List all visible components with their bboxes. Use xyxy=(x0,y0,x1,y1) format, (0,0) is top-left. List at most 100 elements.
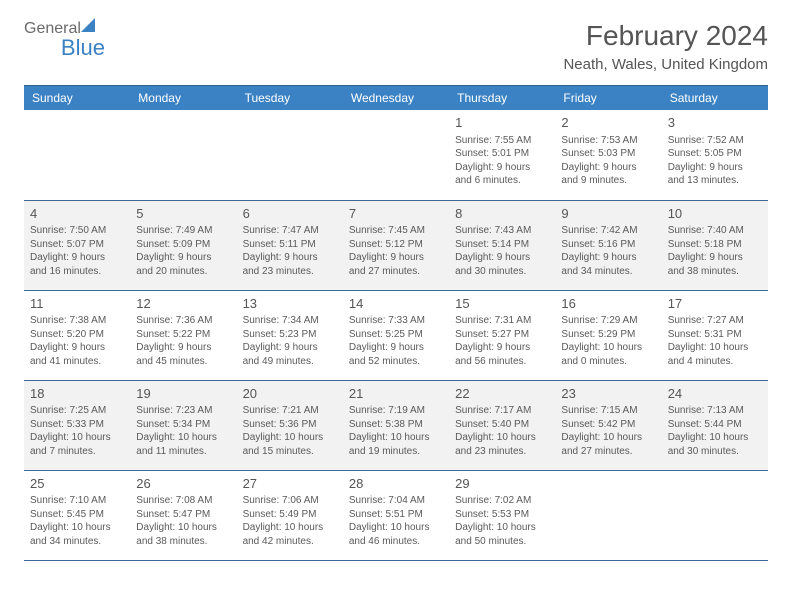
sunrise-text: Sunrise: 7:15 AM xyxy=(561,404,655,418)
daylight-text: Daylight: 9 hours and 23 minutes. xyxy=(243,251,337,278)
daylight-text: Daylight: 10 hours and 50 minutes. xyxy=(455,521,549,548)
calendar-day-cell xyxy=(343,110,449,200)
daylight-text: Daylight: 9 hours and 45 minutes. xyxy=(136,341,230,368)
calendar-day-cell: 10Sunrise: 7:40 AMSunset: 5:18 PMDayligh… xyxy=(662,200,768,290)
sunrise-text: Sunrise: 7:34 AM xyxy=(243,314,337,328)
weekday-header: Tuesday xyxy=(237,86,343,111)
daylight-text: Daylight: 9 hours and 16 minutes. xyxy=(30,251,124,278)
day-number: 1 xyxy=(455,114,549,132)
weekday-header: Sunday xyxy=(24,86,130,111)
calendar-header-row: SundayMondayTuesdayWednesdayThursdayFrid… xyxy=(24,86,768,111)
calendar-day-cell: 2Sunrise: 7:53 AMSunset: 5:03 PMDaylight… xyxy=(555,110,661,200)
sunrise-text: Sunrise: 7:02 AM xyxy=(455,494,549,508)
day-number: 3 xyxy=(668,114,762,132)
day-number: 16 xyxy=(561,295,655,313)
sunrise-text: Sunrise: 7:50 AM xyxy=(30,224,124,238)
sunrise-text: Sunrise: 7:33 AM xyxy=(349,314,443,328)
daylight-text: Daylight: 10 hours and 42 minutes. xyxy=(243,521,337,548)
calendar-day-cell: 24Sunrise: 7:13 AMSunset: 5:44 PMDayligh… xyxy=(662,380,768,470)
calendar-day-cell: 26Sunrise: 7:08 AMSunset: 5:47 PMDayligh… xyxy=(130,470,236,560)
day-number: 20 xyxy=(243,385,337,403)
daylight-text: Daylight: 9 hours and 9 minutes. xyxy=(561,161,655,188)
title-block: February 2024 Neath, Wales, United Kingd… xyxy=(563,20,768,73)
daylight-text: Daylight: 9 hours and 56 minutes. xyxy=(455,341,549,368)
day-number: 17 xyxy=(668,295,762,313)
weekday-header: Monday xyxy=(130,86,236,111)
calendar-day-cell xyxy=(555,470,661,560)
calendar-day-cell: 9Sunrise: 7:42 AMSunset: 5:16 PMDaylight… xyxy=(555,200,661,290)
daylight-text: Daylight: 9 hours and 30 minutes. xyxy=(455,251,549,278)
sunset-text: Sunset: 5:03 PM xyxy=(561,147,655,161)
sunset-text: Sunset: 5:47 PM xyxy=(136,508,230,522)
calendar-day-cell: 28Sunrise: 7:04 AMSunset: 5:51 PMDayligh… xyxy=(343,470,449,560)
sunset-text: Sunset: 5:44 PM xyxy=(668,418,762,432)
sunrise-text: Sunrise: 7:21 AM xyxy=(243,404,337,418)
daylight-text: Daylight: 9 hours and 20 minutes. xyxy=(136,251,230,278)
day-number: 13 xyxy=(243,295,337,313)
sunset-text: Sunset: 5:29 PM xyxy=(561,328,655,342)
daylight-text: Daylight: 10 hours and 11 minutes. xyxy=(136,431,230,458)
sunrise-text: Sunrise: 7:13 AM xyxy=(668,404,762,418)
sunrise-text: Sunrise: 7:29 AM xyxy=(561,314,655,328)
daylight-text: Daylight: 9 hours and 6 minutes. xyxy=(455,161,549,188)
daylight-text: Daylight: 10 hours and 34 minutes. xyxy=(30,521,124,548)
brand-text-2: Blue xyxy=(61,35,105,61)
sunset-text: Sunset: 5:49 PM xyxy=(243,508,337,522)
sunset-text: Sunset: 5:07 PM xyxy=(30,238,124,252)
day-number: 24 xyxy=(668,385,762,403)
sunrise-text: Sunrise: 7:23 AM xyxy=(136,404,230,418)
calendar-day-cell: 22Sunrise: 7:17 AMSunset: 5:40 PMDayligh… xyxy=(449,380,555,470)
month-title: February 2024 xyxy=(563,20,768,52)
sunset-text: Sunset: 5:36 PM xyxy=(243,418,337,432)
calendar-day-cell: 3Sunrise: 7:52 AMSunset: 5:05 PMDaylight… xyxy=(662,110,768,200)
calendar-day-cell xyxy=(237,110,343,200)
day-number: 14 xyxy=(349,295,443,313)
day-number: 15 xyxy=(455,295,549,313)
sunset-text: Sunset: 5:05 PM xyxy=(668,147,762,161)
day-number: 25 xyxy=(30,475,124,493)
weekday-header: Friday xyxy=(555,86,661,111)
day-number: 21 xyxy=(349,385,443,403)
daylight-text: Daylight: 10 hours and 46 minutes. xyxy=(349,521,443,548)
sunrise-text: Sunrise: 7:40 AM xyxy=(668,224,762,238)
day-number: 7 xyxy=(349,205,443,223)
sunset-text: Sunset: 5:31 PM xyxy=(668,328,762,342)
calendar-day-cell: 6Sunrise: 7:47 AMSunset: 5:11 PMDaylight… xyxy=(237,200,343,290)
brand-triangle-icon xyxy=(81,18,95,32)
sunrise-text: Sunrise: 7:43 AM xyxy=(455,224,549,238)
sunrise-text: Sunrise: 7:42 AM xyxy=(561,224,655,238)
daylight-text: Daylight: 10 hours and 30 minutes. xyxy=(668,431,762,458)
sunset-text: Sunset: 5:38 PM xyxy=(349,418,443,432)
sunset-text: Sunset: 5:40 PM xyxy=(455,418,549,432)
daylight-text: Daylight: 9 hours and 41 minutes. xyxy=(30,341,124,368)
sunset-text: Sunset: 5:33 PM xyxy=(30,418,124,432)
daylight-text: Daylight: 10 hours and 7 minutes. xyxy=(30,431,124,458)
day-number: 5 xyxy=(136,205,230,223)
sunset-text: Sunset: 5:11 PM xyxy=(243,238,337,252)
daylight-text: Daylight: 10 hours and 19 minutes. xyxy=(349,431,443,458)
day-number: 29 xyxy=(455,475,549,493)
day-number: 27 xyxy=(243,475,337,493)
sunrise-text: Sunrise: 7:52 AM xyxy=(668,134,762,148)
calendar-day-cell: 25Sunrise: 7:10 AMSunset: 5:45 PMDayligh… xyxy=(24,470,130,560)
sunset-text: Sunset: 5:01 PM xyxy=(455,147,549,161)
sunrise-text: Sunrise: 7:25 AM xyxy=(30,404,124,418)
sunset-text: Sunset: 5:18 PM xyxy=(668,238,762,252)
calendar-day-cell: 1Sunrise: 7:55 AMSunset: 5:01 PMDaylight… xyxy=(449,110,555,200)
daylight-text: Daylight: 10 hours and 27 minutes. xyxy=(561,431,655,458)
daylight-text: Daylight: 9 hours and 38 minutes. xyxy=(668,251,762,278)
day-number: 22 xyxy=(455,385,549,403)
daylight-text: Daylight: 9 hours and 27 minutes. xyxy=(349,251,443,278)
day-number: 28 xyxy=(349,475,443,493)
calendar-day-cell xyxy=(130,110,236,200)
sunset-text: Sunset: 5:22 PM xyxy=(136,328,230,342)
sunset-text: Sunset: 5:23 PM xyxy=(243,328,337,342)
sunset-text: Sunset: 5:14 PM xyxy=(455,238,549,252)
daylight-text: Daylight: 9 hours and 49 minutes. xyxy=(243,341,337,368)
day-number: 12 xyxy=(136,295,230,313)
daylight-text: Daylight: 10 hours and 0 minutes. xyxy=(561,341,655,368)
day-number: 2 xyxy=(561,114,655,132)
sunrise-text: Sunrise: 7:27 AM xyxy=(668,314,762,328)
calendar-day-cell: 15Sunrise: 7:31 AMSunset: 5:27 PMDayligh… xyxy=(449,290,555,380)
calendar-day-cell: 7Sunrise: 7:45 AMSunset: 5:12 PMDaylight… xyxy=(343,200,449,290)
